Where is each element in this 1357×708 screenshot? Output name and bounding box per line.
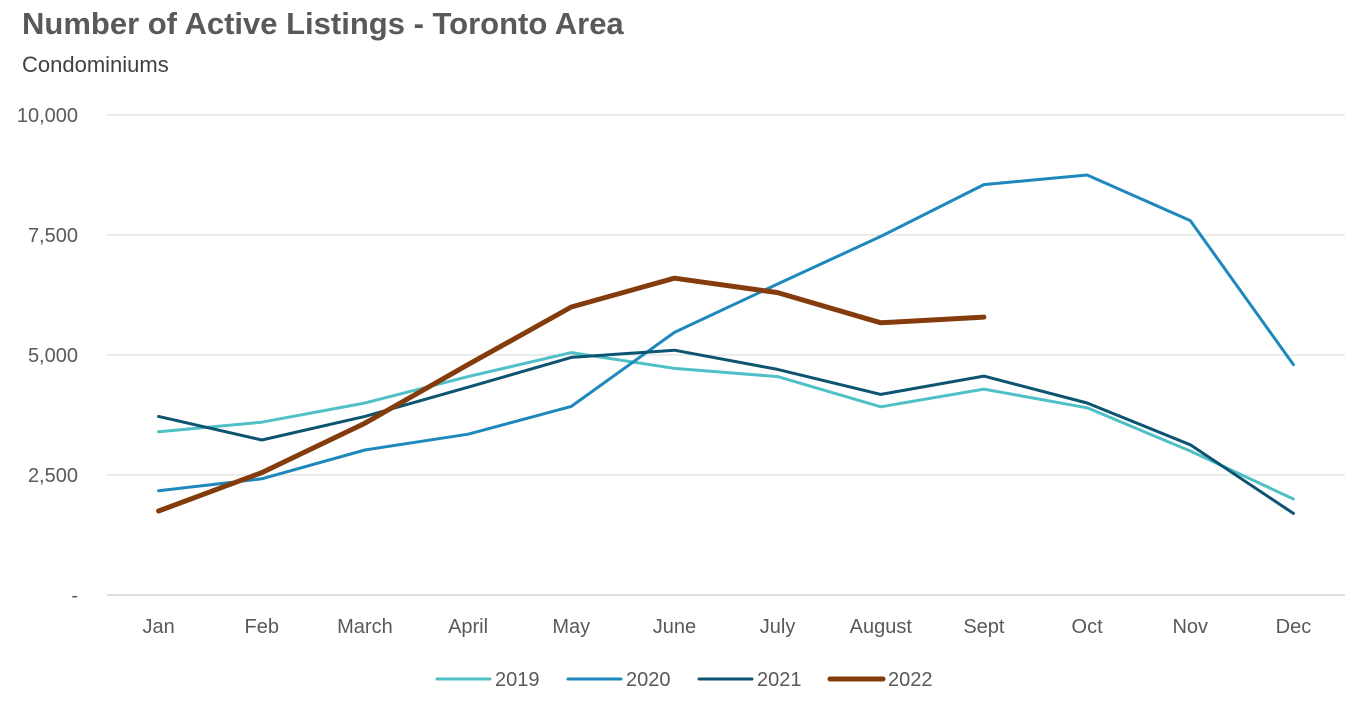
series-line-2021 [157,348,1295,515]
legend-label-2022: 2022 [888,669,933,691]
gridlines [107,114,1345,596]
y-tick-label: 5,000 [28,345,78,367]
legend-label-2020: 2020 [626,669,671,691]
x-tick-label: Jan [142,616,174,638]
y-tick-label: 7,500 [28,225,78,247]
series-line-2019 [157,351,1295,501]
legend-label-2019: 2019 [495,669,540,691]
legend: 2019 2020 2021 2022 [435,669,933,691]
x-tick-label: August [850,616,913,638]
x-tick-label: Dec [1276,616,1312,638]
y-tick-label: 2,500 [28,465,78,487]
x-tick-label: June [653,616,696,638]
x-tick-label: Nov [1172,616,1208,638]
x-tick-label: March [337,616,393,638]
y-tick-label: - [71,585,78,607]
x-tick-label: Oct [1072,616,1104,638]
x-tick-label: May [552,616,590,638]
x-tick-label: Feb [245,616,279,638]
series-lines [156,173,1295,515]
series-line-2022 [156,275,987,514]
x-axis: Jan Feb March April May June July August Sept Oct… [142,616,1311,638]
y-tick-label: 10,000 [17,105,78,127]
legend-label-2021: 2021 [757,669,802,691]
chart-title: Number of Active Listings - Toronto Area [22,6,624,41]
x-tick-label: July [760,616,796,638]
x-tick-label: April [448,616,488,638]
series-line-2020 [157,173,1295,493]
chart-subtitle: Condominiums [22,52,169,77]
x-tick-label: Sept [963,616,1005,638]
y-axis: - 2,500 5,000 7,500 10,000 [17,105,78,607]
